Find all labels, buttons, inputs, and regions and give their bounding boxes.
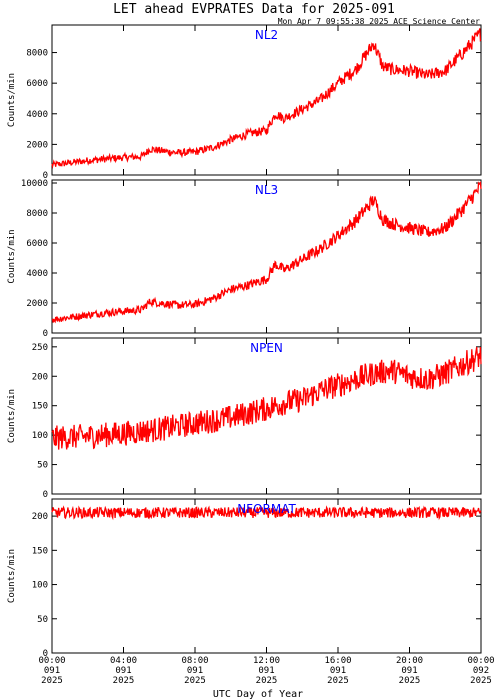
y-tick-label: 6000 <box>26 79 48 89</box>
y-tick-label: 4000 <box>26 110 48 120</box>
x-tick-day: 092 <box>473 666 489 676</box>
y-tick-label: 200 <box>32 372 48 382</box>
panel-nformat: 0 50 100 150 200 Counts/min NFORMAT <box>7 498 482 659</box>
y-tick-label: 10000 <box>21 179 48 189</box>
panel-nl2: 0 2000 4000 6000 8000 Counts/min NL2 <box>7 24 482 181</box>
x-tick-year: 2025 <box>184 676 206 686</box>
y-tick-label: 200 <box>32 512 48 522</box>
x-tick-year: 2025 <box>470 676 492 686</box>
timestamp: Mon Apr 7 09:55:38 2025 ACE Science Cent… <box>278 17 480 26</box>
x-tick-day: 091 <box>115 666 131 676</box>
y-tick-label: 4000 <box>26 269 48 279</box>
x-tick-day: 091 <box>258 666 274 676</box>
y-tick-label: 0 <box>43 329 48 339</box>
x-tick-year: 2025 <box>399 676 421 686</box>
x-tick-time: 12:00 <box>253 656 280 666</box>
y-axis-label: Counts/min <box>7 229 17 283</box>
x-axis: 00:00091202504:00091202508:00091202512:0… <box>38 656 494 686</box>
x-tick-year: 2025 <box>41 676 63 686</box>
y-tick-label: 6000 <box>26 239 48 249</box>
x-tick-day: 091 <box>401 666 417 676</box>
series-line-nl3 <box>51 180 482 324</box>
x-tick-year: 2025 <box>327 676 349 686</box>
panel-frame <box>51 24 482 176</box>
y-axis-label: Counts/min <box>7 389 17 443</box>
x-tick-time: 16:00 <box>324 656 351 666</box>
panel-npen: 0 50 100 150 200 250 Counts/min NPEN <box>7 337 482 500</box>
y-tick-label: 250 <box>32 343 48 353</box>
y-tick-label: 150 <box>32 402 48 412</box>
x-tick-day: 091 <box>44 666 60 676</box>
series-line-nformat <box>51 505 482 521</box>
y-axis-label: Counts/min <box>7 73 17 127</box>
x-tick-year: 2025 <box>256 676 278 686</box>
figure-title: LET ahead EVPRATES Data for 2025-091 <box>113 2 395 17</box>
series-line-npen <box>51 346 482 450</box>
panel-nl3: 0 2000 4000 6000 8000 10000 Counts/min NL3 <box>7 179 482 339</box>
x-tick-time: 04:00 <box>110 656 137 666</box>
y-tick-label: 8000 <box>26 209 48 219</box>
y-tick-label: 0 <box>43 649 48 659</box>
x-tick-time: 00:00 <box>467 656 494 666</box>
y-tick-label: 0 <box>43 171 48 181</box>
y-tick-label: 50 <box>37 615 48 625</box>
panels: 02000400060008000Counts/minNL20200040006… <box>7 24 482 659</box>
y-tick-label: 2000 <box>26 299 48 309</box>
y-axis-label: Counts/min <box>7 549 17 603</box>
panel-label: NL2 <box>255 28 278 42</box>
y-tick-label: 2000 <box>26 140 48 150</box>
y-tick-label: 0 <box>43 490 48 500</box>
x-tick-day: 091 <box>187 666 203 676</box>
x-tick-time: 08:00 <box>181 656 208 666</box>
y-tick-label: 100 <box>32 431 48 441</box>
panel-label: NPEN <box>250 341 283 355</box>
x-axis-label: UTC Day of Year <box>213 689 303 700</box>
x-tick-day: 091 <box>330 666 346 676</box>
y-tick-label: 150 <box>32 546 48 556</box>
panel-label: NFORMAT <box>237 502 296 516</box>
series-line-nl2 <box>51 28 482 169</box>
x-tick-time: 20:00 <box>396 656 423 666</box>
x-tick-time: 00:00 <box>38 656 65 666</box>
panel-frame <box>51 498 482 654</box>
x-tick-year: 2025 <box>113 676 135 686</box>
panel-label: NL3 <box>255 183 278 197</box>
y-tick-label: 100 <box>32 581 48 591</box>
y-tick-label: 8000 <box>26 49 48 59</box>
y-tick-label: 50 <box>37 461 48 471</box>
